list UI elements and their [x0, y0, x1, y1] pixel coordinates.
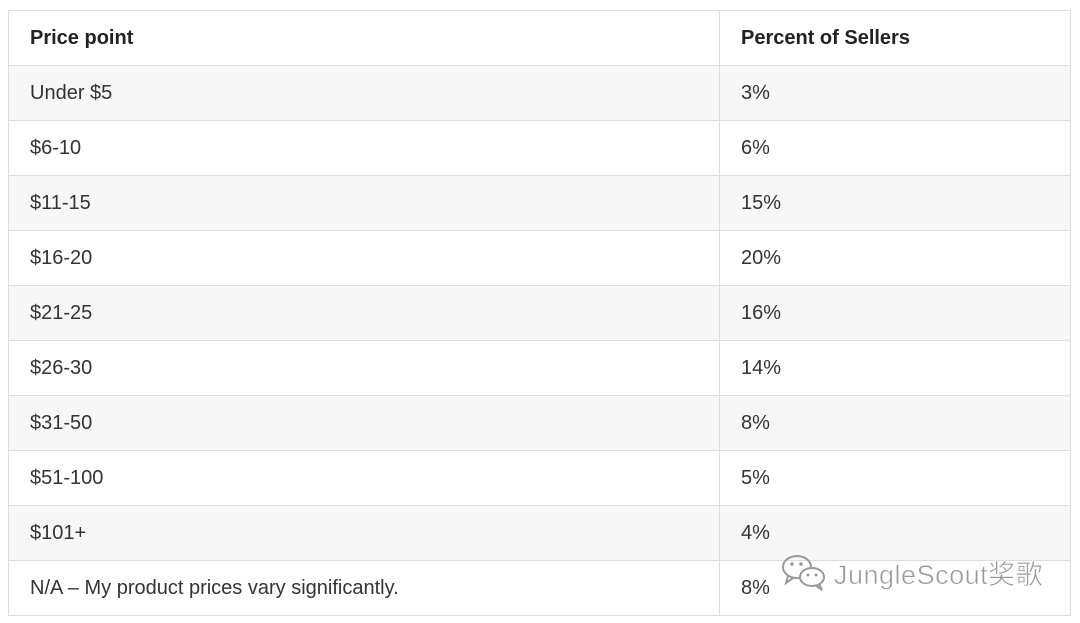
percent-cell: 20%: [719, 230, 1071, 286]
table-row: $51-100 5%: [8, 450, 1071, 506]
price-cell: $51-100: [8, 450, 720, 506]
percent-cell: 8%: [719, 560, 1071, 616]
price-cell: $16-20: [8, 230, 720, 286]
price-cell: $26-30: [8, 340, 720, 396]
table-row: N/A – My product prices vary significant…: [8, 560, 1071, 616]
percent-cell: 15%: [719, 175, 1071, 231]
table-row: $26-30 14%: [8, 340, 1071, 396]
percent-cell: 6%: [719, 120, 1071, 176]
table-row: $31-50 8%: [8, 395, 1071, 451]
table-row: $21-25 16%: [8, 285, 1071, 341]
header-cell: Percent of Sellers: [719, 10, 1071, 66]
percent-cell: 3%: [719, 65, 1071, 121]
header-row: Price point Percent of Sellers: [8, 10, 1071, 66]
price-cell: $11-15: [8, 175, 720, 231]
table-row: $11-15 15%: [8, 175, 1071, 231]
wechat-icon: [782, 555, 825, 591]
percent-cell: 5%: [719, 450, 1071, 506]
percent-cell: 16%: [719, 285, 1071, 341]
watermark-text: JungleScout奖歌: [834, 559, 1044, 590]
price-cell: N/A – My product prices vary significant…: [8, 560, 720, 616]
table-row: $101+ 4%: [8, 505, 1071, 561]
data-table: Price point Percent of Sellers Under $5 3…: [8, 10, 1071, 616]
price-cell: $101+: [8, 505, 720, 561]
percent-cell: 4%: [719, 505, 1071, 561]
price-cell: Under $5: [8, 65, 720, 121]
watermark: JungleScout奖歌: [780, 552, 1043, 592]
table-body: Under $5 3% $6-10 6% $11-15 15% $16-20 20% $21-2…: [8, 65, 1071, 616]
price-cell: $6-10: [8, 120, 720, 176]
price-cell: $21-25: [8, 285, 720, 341]
table-row: $16-20 20%: [8, 230, 1071, 286]
header-cell: Price point: [8, 10, 720, 66]
table-row: $6-10 6%: [8, 120, 1071, 176]
table-row: Under $5 3%: [8, 65, 1071, 121]
percent-cell: 14%: [719, 340, 1071, 396]
price-cell: $31-50: [8, 395, 720, 451]
percent-cell: 8%: [719, 395, 1071, 451]
